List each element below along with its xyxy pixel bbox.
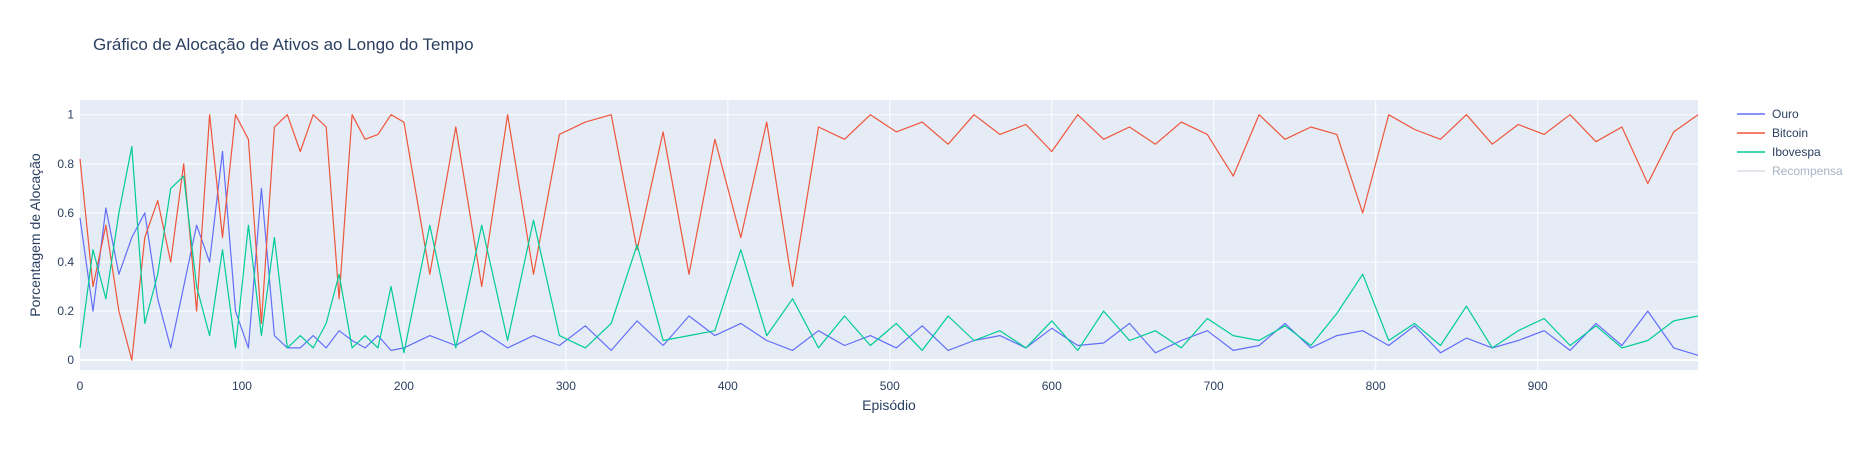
series-line-ouro (79, 150, 1699, 356)
legend-item-label[interactable]: Ouro (1772, 107, 1799, 121)
x-tick-label: 100 (232, 379, 252, 393)
y-tick-label: 0.6 (57, 206, 74, 220)
x-tick-label: 500 (880, 379, 900, 393)
x-tick-label: 700 (1204, 379, 1224, 393)
x-tick-label: 200 (394, 379, 414, 393)
x-tick-label: 300 (556, 379, 576, 393)
y-tick-label: 0.4 (57, 255, 74, 269)
series-lines (79, 114, 1699, 361)
legend-item-label[interactable]: Ibovespa (1772, 145, 1821, 159)
x-tick-label: 400 (718, 379, 738, 393)
x-tick-label: 0 (77, 379, 84, 393)
legend: Ouro Bitcoin Ibovespa Recompensa (1737, 107, 1843, 178)
grid-lines (80, 100, 1698, 370)
y-tick-label: 1 (67, 108, 74, 122)
y-axis-label: Porcentagem de Alocação (27, 153, 43, 317)
y-tick-label: 0.2 (57, 304, 74, 318)
x-axis-ticks: 0 100 200 300 400 500 600 700 800 900 (77, 379, 1548, 393)
series-line-bitcoin (79, 114, 1699, 361)
series-line-ibovespa (79, 146, 1699, 354)
x-tick-label: 600 (1042, 379, 1062, 393)
x-axis-label: Episódio (862, 397, 916, 413)
legend-item-label[interactable]: Bitcoin (1772, 126, 1808, 140)
x-tick-label: 900 (1528, 379, 1548, 393)
y-tick-label: 0 (67, 353, 74, 367)
chart-title: Gráfico de Alocação de Ativos ao Longo d… (93, 35, 474, 54)
x-tick-label: 800 (1366, 379, 1386, 393)
y-axis-ticks: 0 0.2 0.4 0.6 0.8 1 (57, 108, 74, 367)
y-tick-label: 0.8 (57, 157, 74, 171)
legend-item-label[interactable]: Recompensa (1772, 164, 1843, 178)
